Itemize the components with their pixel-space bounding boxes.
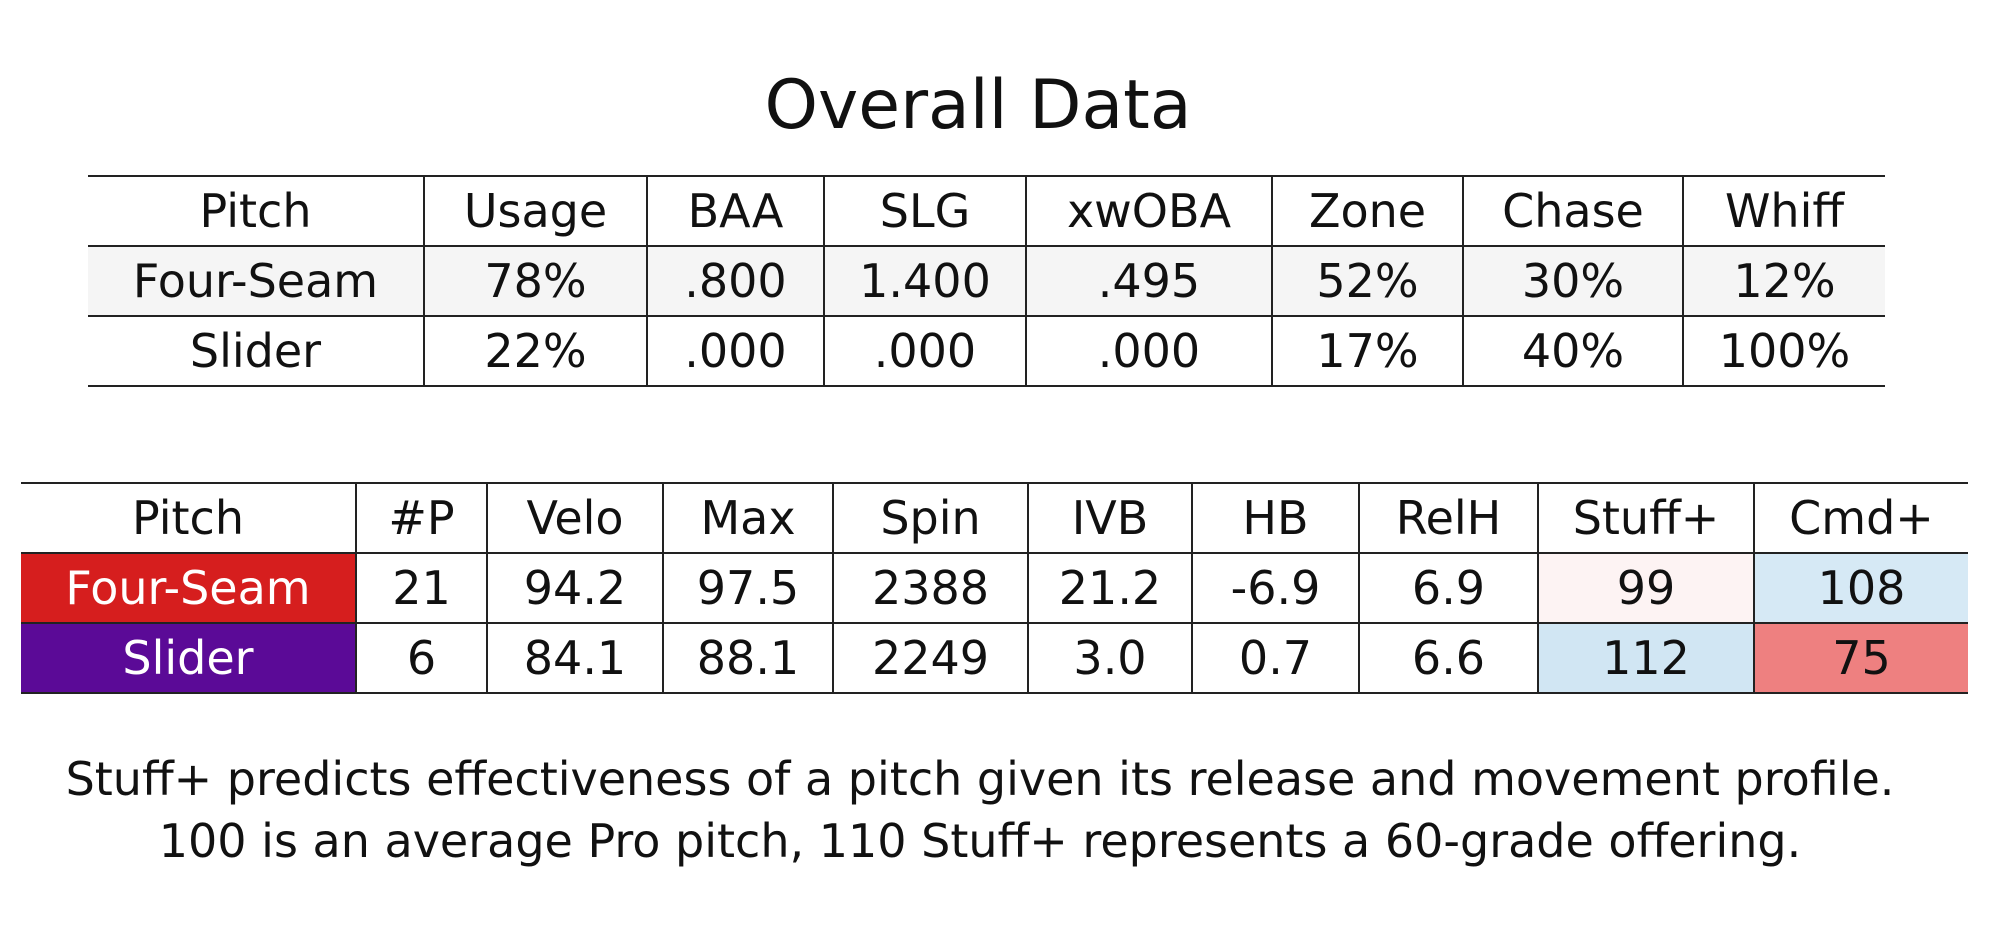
cell: 22% [423, 315, 647, 387]
header-cell: #P [355, 482, 487, 554]
cell: Four-Seam [88, 245, 424, 317]
header-cell: Whiff [1682, 175, 1885, 247]
header-cell: BAA [646, 175, 824, 247]
footnote-line: Stuff+ predicts effectiveness of a pitch… [65, 752, 1895, 806]
header-cell: Stuff+ [1537, 482, 1754, 554]
cell: 52% [1271, 245, 1463, 317]
overall-table: Pitch Usage BAA SLG xwOBA Zone Chase Whiff Four-… [88, 175, 1885, 387]
title: Overall Data [764, 66, 1192, 145]
header-cell: Pitch [88, 175, 424, 247]
header-cell: Zone [1271, 175, 1463, 247]
header-cell: Cmd+ [1753, 482, 1968, 554]
header-cell: SLG [823, 175, 1026, 247]
data-row: Four-Seam 21 94.2 97.5 2388 21.2 -6.9 6.9 99 108 [21, 552, 1968, 624]
cell: 84.1 [486, 622, 663, 694]
cell: .495 [1025, 245, 1272, 317]
cell: .000 [1025, 315, 1272, 387]
cell: 6.6 [1358, 622, 1538, 694]
cell: 2388 [832, 552, 1028, 624]
cell: 97.5 [662, 552, 833, 624]
cell: 88.1 [662, 622, 833, 694]
header-cell: xwOBA [1025, 175, 1272, 247]
cell: 112 [1537, 622, 1754, 694]
cell: Slider [88, 315, 424, 387]
cell: 17% [1271, 315, 1463, 387]
cell: 6 [355, 622, 487, 694]
data-row: Four-Seam 78% .800 1.400.495 52% 30% 12% [88, 245, 1885, 317]
data-row: Slider 6 84.1 88.1 2249 3.0 0.7 6.6 112 75 [21, 622, 1968, 694]
footnote: Stuff+ predicts effectiveness of a pitch… [0, 748, 1960, 872]
header-cell: IVB [1027, 482, 1192, 554]
cell: 99 [1537, 552, 1754, 624]
cell: .000 [646, 315, 824, 387]
cell: 6.9 [1358, 552, 1538, 624]
header-row: Pitch #P Velo Max Spin IVB HB RelH Stuff+ Cmd+ [21, 482, 1968, 554]
cell: 40% [1462, 315, 1683, 387]
cell: 75 [1753, 622, 1968, 694]
cell: 78% [423, 245, 647, 317]
cell: 2249 [832, 622, 1028, 694]
header-cell: Usage [423, 175, 647, 247]
cell: 30% [1462, 245, 1683, 317]
pitch-table: Pitch #P Velo Max Spin IVB HB RelH Stuff+ Cmd+ Fou… [21, 482, 1968, 694]
cell: 94.2 [486, 552, 663, 624]
cell: .800 [646, 245, 824, 317]
cell: 0.7 [1191, 622, 1359, 694]
cell: Slider [21, 622, 356, 694]
cell: 12% [1682, 245, 1885, 317]
header-cell: Chase [1462, 175, 1683, 247]
header-cell: Max [662, 482, 833, 554]
header-row: Pitch Usage BAA SLG xwOBA Zone Chase Whiff [88, 175, 1885, 247]
cell: -6.9 [1191, 552, 1359, 624]
cell: 108 [1753, 552, 1968, 624]
cell: 21.2 [1027, 552, 1192, 624]
footnote-line: 100 is an average Pro pitch, 110 Stuff+ … [158, 814, 1802, 868]
cell: 1.400 [823, 245, 1026, 317]
cell: .000 [823, 315, 1026, 387]
cell: Four-Seam [21, 552, 356, 624]
data-row: Slider 22% .000.000.000 17% 40% 100% [88, 315, 1885, 387]
header-cell: Velo [486, 482, 663, 554]
cell: 21 [355, 552, 487, 624]
header-cell: RelH [1358, 482, 1538, 554]
cell: 3.0 [1027, 622, 1192, 694]
cell: 100% [1682, 315, 1885, 387]
header-cell: Pitch [21, 482, 356, 554]
header-cell: HB [1191, 482, 1359, 554]
header-cell: Spin [832, 482, 1028, 554]
